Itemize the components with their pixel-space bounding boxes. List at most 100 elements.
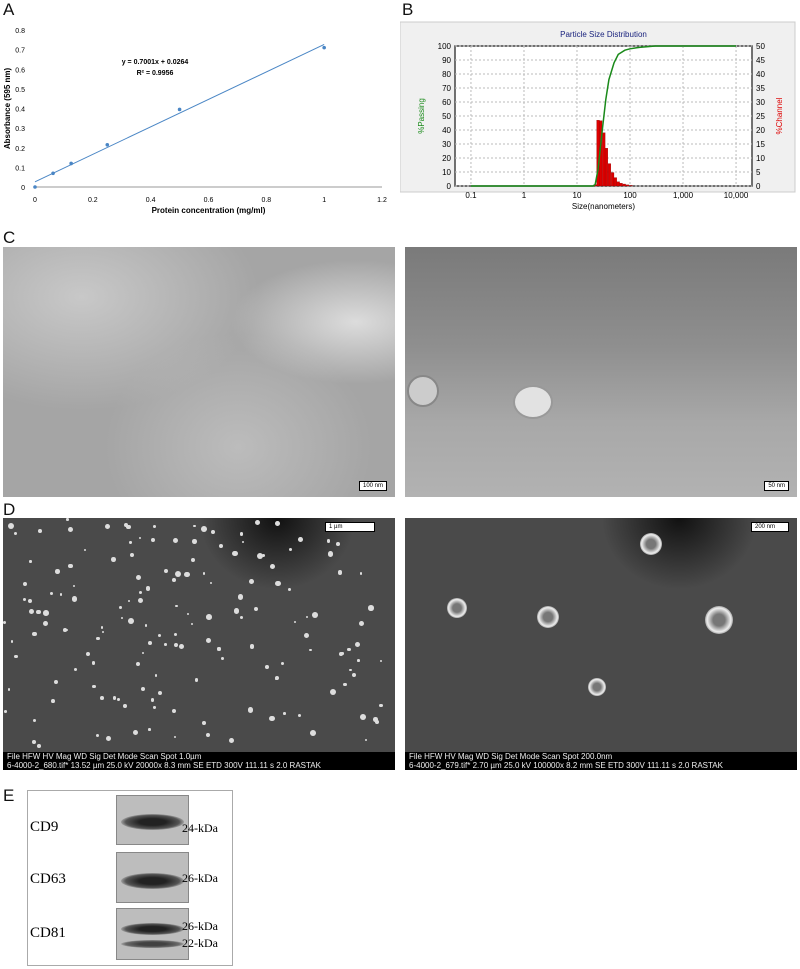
vesicle [184,571,190,578]
x-tick-label: 1,000 [673,191,694,200]
sem-info-bar: File HFW HV Mag WD Sig Det Mode Scan Spo… [3,752,395,770]
vesicle [171,709,176,714]
vesicle [172,578,176,582]
vesicle [111,556,116,562]
vesicle [67,563,73,569]
vesicle [351,672,356,677]
marker-label: CD63 [30,871,66,887]
vesicle [7,688,11,691]
vesicle [127,599,130,602]
trendline [34,43,325,183]
vesicle [372,717,378,722]
y-tick-label: 60 [442,98,451,107]
vesicle [124,522,129,528]
tem-image-right: 50 nm [405,247,797,497]
x-tick-label: 1.2 [377,197,387,204]
vesicle [298,713,302,717]
vesicle [237,594,244,600]
vesicle [96,636,100,641]
y-tick-label: 100 [438,42,452,51]
vesicle [129,541,132,544]
x-tick-label: 0.2 [88,197,98,204]
vesicle [119,606,122,609]
vesicle [3,620,7,624]
vesicle [150,537,156,543]
vesicle [256,553,263,560]
vesicle [261,554,265,557]
vesicle [217,647,221,651]
vesicle [364,739,367,742]
data-point [69,161,73,166]
chart-b: 0 10 20 30 40 50 60 70 80 90 100 0 5 10 15 20 25 30 35 40 45… [400,21,796,211]
cumulative-line [470,45,737,187]
trendline-equation: y = 0.7001x + 0.0264 [122,59,189,66]
vesicle [65,628,69,631]
scale-bar: 50 nm [764,481,789,491]
y-axis-label: %Passing [417,98,426,134]
x-tick-label: 0.6 [204,197,214,204]
vesicle [297,537,303,542]
marker-label: CD81 [30,925,66,941]
vesicle [247,707,254,714]
y-right-tick-label: 30 [756,98,765,107]
vesicle [148,728,151,731]
vesicle [187,612,190,615]
y-right-tick-label: 50 [756,42,765,51]
y-right-tick-label: 0 [756,182,761,191]
vesicle [28,608,34,614]
vesicle [229,737,235,743]
vesicle [85,651,91,656]
vesicle [233,608,240,614]
vesicle [53,679,59,684]
vesicle [49,592,53,596]
histogram-bar [613,177,617,187]
panel-label-b: B [402,0,414,19]
vesicle [304,632,310,638]
vesicle [173,633,177,637]
vesicle [310,730,317,737]
vesicle [153,525,157,529]
x-tick-label: 100 [623,191,637,200]
vesicle [640,533,662,555]
vesicle [358,620,364,626]
vesicle [338,651,343,656]
vesicle [8,523,15,530]
vesicle [206,638,211,644]
size-label: 24-kDa [182,821,218,835]
vesicle [269,563,275,570]
vesicle [705,606,733,634]
vesicle [336,542,341,547]
sem-info-bar: File HFW HV Mag WD Sig Det Mode Scan Spo… [405,752,797,770]
y-tick-label: 90 [442,56,451,65]
histogram-bar [602,132,606,187]
marker-label: CD9 [30,819,59,835]
vesicle [201,721,206,725]
vesicle [123,704,127,708]
vesicle [128,617,134,624]
vesicle [275,521,280,526]
vesicle [84,548,87,551]
vesicle [154,674,158,678]
vesicle [232,550,239,557]
vesicle [153,706,156,709]
vesicle [175,604,178,608]
vesicle [164,643,168,647]
vesicle [73,667,78,672]
vesicle [51,698,56,703]
y-tick-label: 40 [442,126,451,135]
vesicle [55,569,60,574]
vesicle [73,585,76,588]
x-tick-label: 1 [522,191,527,200]
vesicle [190,558,195,563]
data-point [322,45,326,50]
vesicle [22,598,26,602]
y-right-tick-label: 15 [756,140,765,149]
vesicle [268,715,275,722]
y-tick-label: 20 [442,154,451,163]
vesicle [220,657,224,661]
y-right-tick-label: 20 [756,126,765,135]
vesicle [174,571,181,577]
vesicle [135,574,142,581]
x-tick-label: 10,000 [724,191,749,200]
vesicle [42,621,48,627]
